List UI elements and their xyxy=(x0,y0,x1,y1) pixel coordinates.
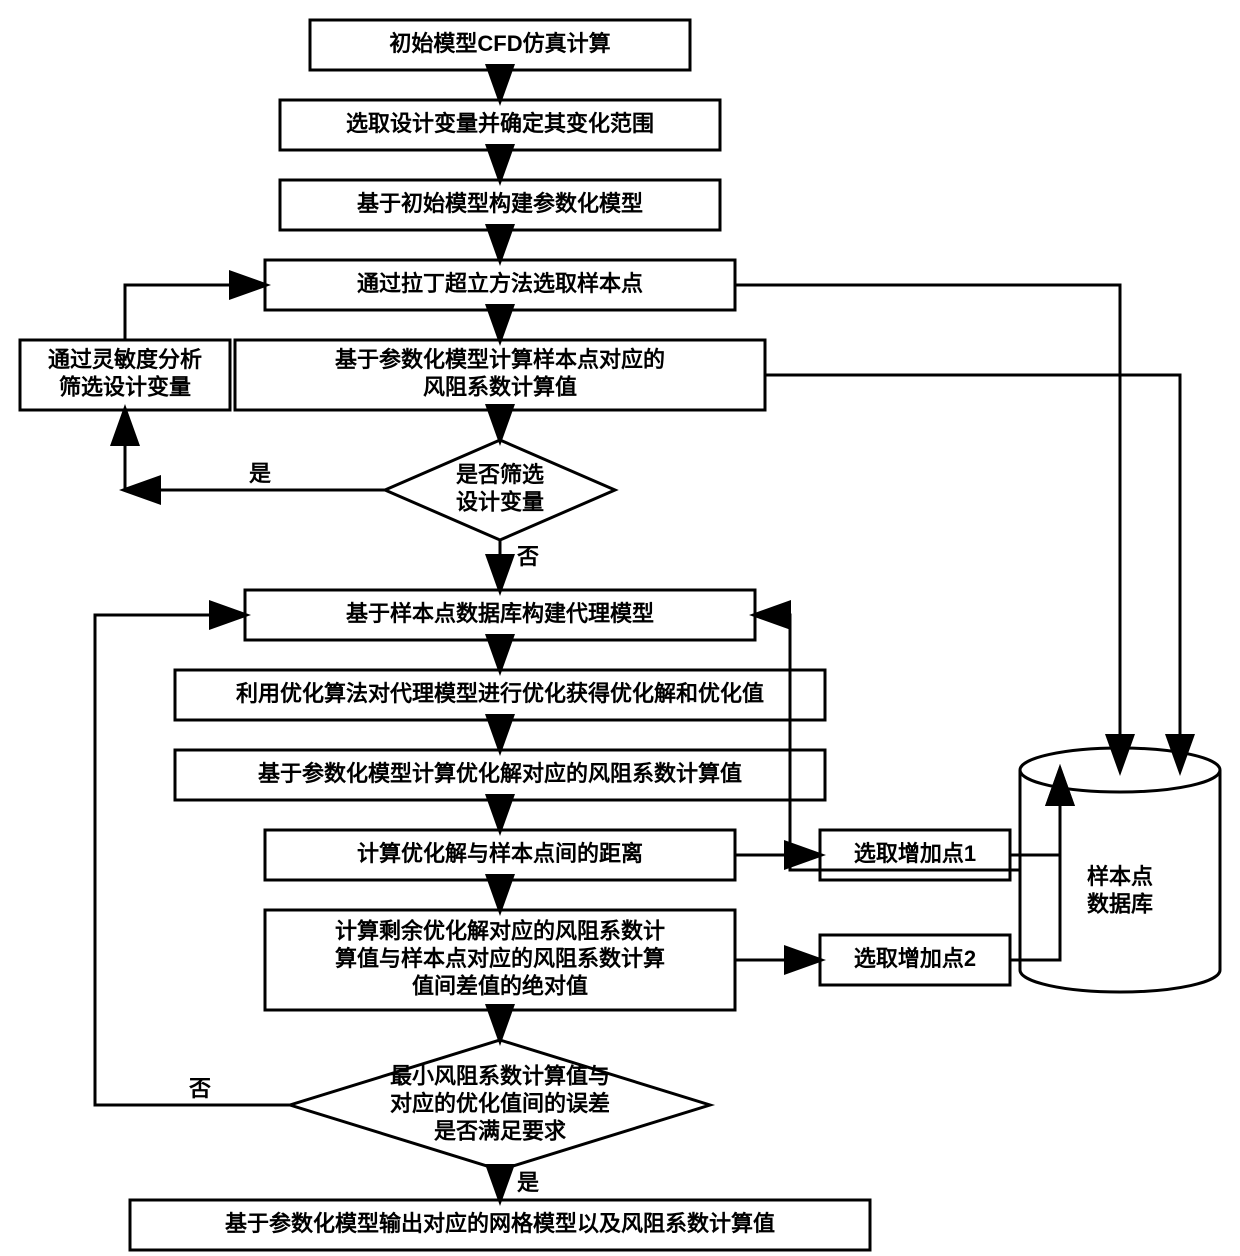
node-n7-line-0: 利用优化算法对代理模型进行优化获得优化解和优化值 xyxy=(236,681,764,706)
edge-label: 是 xyxy=(517,1170,539,1195)
node-n6: 基于样本点数据库构建代理模型 xyxy=(245,590,755,640)
node-a2-line-0: 选取增加点2 xyxy=(854,946,976,971)
edge xyxy=(765,375,1180,770)
node-a1: 选取增加点1 xyxy=(820,830,1010,880)
node-d1-line-1: 设计变量 xyxy=(456,490,544,515)
node-d2: 最小风阻系数计算值与对应的优化值间的误差是否满足要求 xyxy=(290,1040,710,1170)
node-n11-line-0: 基于参数化模型输出对应的网格模型以及风阻系数计算值 xyxy=(225,1211,775,1236)
node-n1-line-0: 初始模型CFD仿真计算 xyxy=(389,31,610,56)
edge xyxy=(125,285,265,340)
node-n10-line-1: 算值与样本点对应的风阻系数计算 xyxy=(335,946,665,971)
node-n1: 初始模型CFD仿真计算 xyxy=(310,20,690,70)
node-db-line-1: 数据库 xyxy=(1087,892,1153,917)
edge-label: 否 xyxy=(188,1076,211,1101)
node-n9: 计算优化解与样本点间的距离 xyxy=(265,830,735,880)
node-s1-line-0: 通过灵敏度分析 xyxy=(48,347,202,372)
node-s1-line-1: 筛选设计变量 xyxy=(59,375,191,400)
node-n2-line-0: 选取设计变量并确定其变化范围 xyxy=(346,111,654,136)
edge-label: 是 xyxy=(249,461,271,486)
node-n6-line-0: 基于样本点数据库构建代理模型 xyxy=(346,601,654,626)
node-n8-line-0: 基于参数化模型计算优化解对应的风阻系数计算值 xyxy=(258,761,742,786)
node-n4: 通过拉丁超立方法选取样本点 xyxy=(265,260,735,310)
node-n10-line-2: 值间差值的绝对值 xyxy=(412,973,588,998)
node-d2-line-1: 对应的优化值间的误差 xyxy=(390,1091,610,1116)
node-d1-line-0: 是否筛选 xyxy=(456,462,544,487)
node-n9-line-0: 计算优化解与样本点间的距离 xyxy=(357,841,643,866)
node-d2-line-0: 最小风阻系数计算值与 xyxy=(390,1063,610,1088)
node-a1-line-0: 选取增加点1 xyxy=(854,841,976,866)
node-d2-line-2: 是否满足要求 xyxy=(434,1118,566,1143)
node-db-line-0: 样本点 xyxy=(1087,864,1153,889)
node-a2: 选取增加点2 xyxy=(820,935,1010,985)
node-n10-line-0: 计算剩余优化解对应的风阻系数计 xyxy=(335,918,665,943)
node-n4-line-0: 通过拉丁超立方法选取样本点 xyxy=(357,271,643,296)
edge-label: 否 xyxy=(516,544,539,569)
node-n3-line-0: 基于初始模型构建参数化模型 xyxy=(357,191,643,216)
node-n11: 基于参数化模型输出对应的网格模型以及风阻系数计算值 xyxy=(130,1200,870,1250)
node-n7: 利用优化算法对代理模型进行优化获得优化解和优化值 xyxy=(175,670,825,720)
node-n10: 计算剩余优化解对应的风阻系数计算值与样本点对应的风阻系数计算值间差值的绝对值 xyxy=(265,910,735,1010)
node-n3: 基于初始模型构建参数化模型 xyxy=(280,180,720,230)
node-n8: 基于参数化模型计算优化解对应的风阻系数计算值 xyxy=(175,750,825,800)
node-d1: 是否筛选设计变量 xyxy=(385,440,615,540)
node-n5-line-0: 基于参数化模型计算样本点对应的 xyxy=(335,347,665,372)
node-n5: 基于参数化模型计算样本点对应的风阻系数计算值 xyxy=(235,340,765,410)
node-db: 样本点数据库 xyxy=(1020,748,1220,992)
node-s1: 通过灵敏度分析筛选设计变量 xyxy=(20,340,230,410)
node-n5-line-1: 风阻系数计算值 xyxy=(423,375,577,400)
node-n2: 选取设计变量并确定其变化范围 xyxy=(280,100,720,150)
